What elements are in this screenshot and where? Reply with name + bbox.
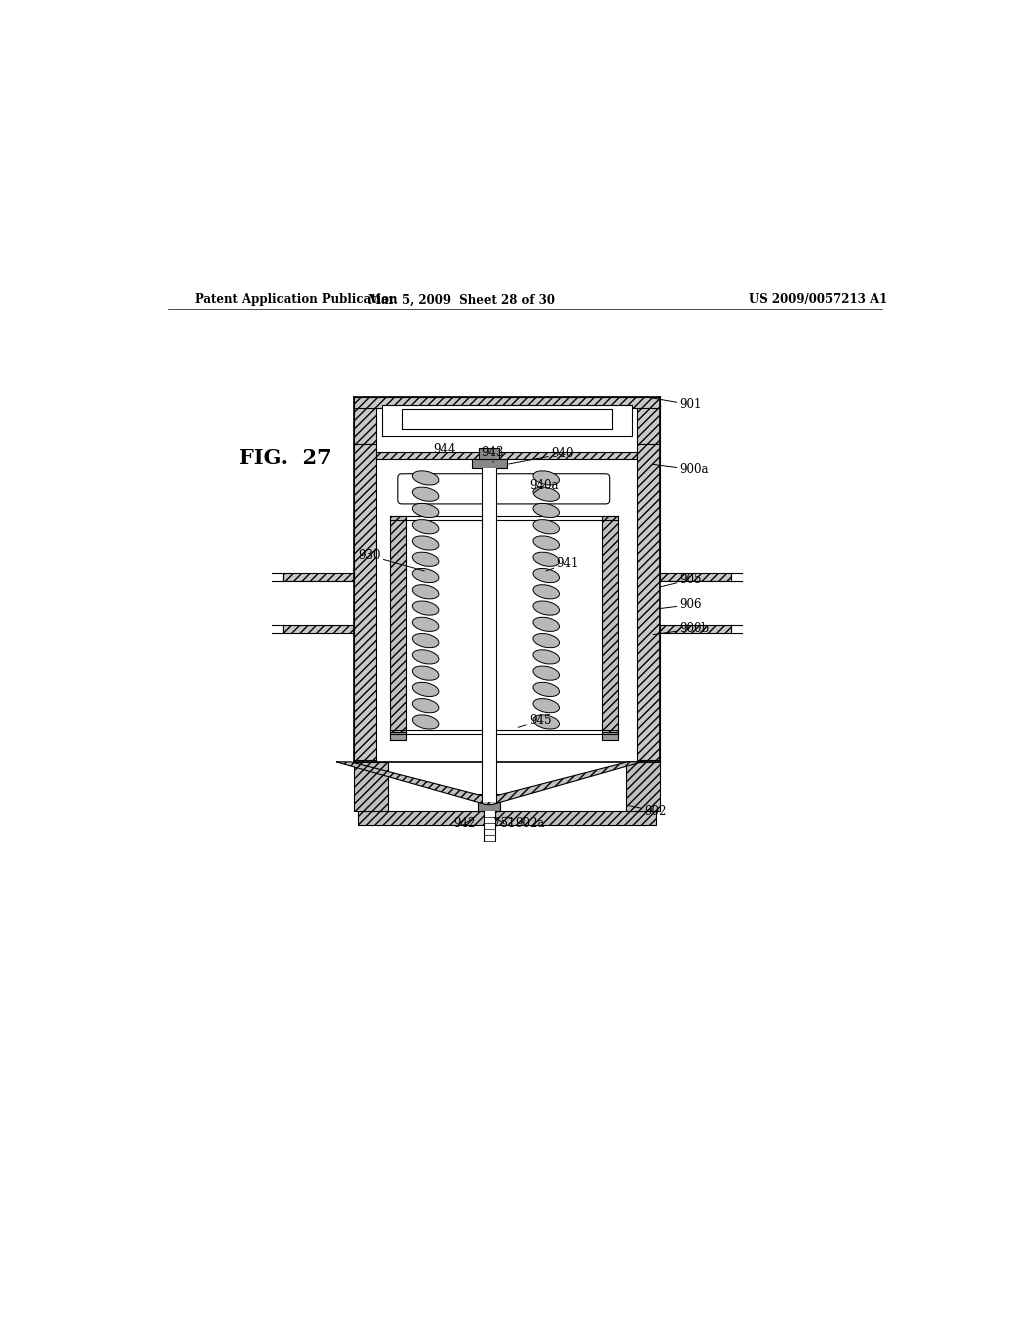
Polygon shape [638,397,659,445]
Ellipse shape [532,520,559,533]
Ellipse shape [532,618,559,631]
Ellipse shape [413,649,439,664]
Polygon shape [659,626,731,634]
Polygon shape [283,581,354,626]
Polygon shape [479,449,500,458]
Ellipse shape [413,698,439,713]
Polygon shape [382,405,632,437]
Ellipse shape [413,618,439,631]
Text: 942: 942 [454,817,476,830]
Ellipse shape [532,634,559,648]
Ellipse shape [413,601,439,615]
Text: 930: 930 [358,549,424,572]
Polygon shape [627,762,659,810]
Polygon shape [482,469,497,801]
Ellipse shape [532,649,559,664]
Text: 902: 902 [630,804,667,817]
Polygon shape [483,810,495,841]
Polygon shape [283,626,354,634]
Ellipse shape [413,585,439,599]
Text: 906: 906 [660,598,702,611]
Polygon shape [472,458,507,469]
Text: 945: 945 [518,714,551,727]
Text: US 2009/0057213 A1: US 2009/0057213 A1 [750,293,888,306]
Ellipse shape [532,667,559,680]
Text: 943: 943 [481,446,504,462]
Ellipse shape [532,569,559,582]
Polygon shape [354,397,377,445]
Ellipse shape [532,552,559,566]
Ellipse shape [532,682,559,697]
Text: Patent Application Publication: Patent Application Publication [196,293,398,306]
Ellipse shape [532,471,559,484]
Ellipse shape [532,715,559,729]
Ellipse shape [413,471,439,484]
Text: 941: 941 [546,557,579,572]
Ellipse shape [413,667,439,680]
Ellipse shape [413,569,439,582]
Polygon shape [354,762,387,810]
Text: 905: 905 [660,573,702,587]
Ellipse shape [532,601,559,615]
Ellipse shape [532,536,559,550]
Ellipse shape [413,536,439,550]
Text: 940a: 940a [528,479,558,492]
Polygon shape [478,793,500,810]
Text: 940: 940 [509,447,573,463]
Text: 902a: 902a [506,817,545,830]
Ellipse shape [413,682,439,697]
Polygon shape [283,573,354,581]
Polygon shape [354,760,377,762]
Text: 900b: 900b [653,622,710,635]
FancyBboxPatch shape [397,474,609,504]
Ellipse shape [413,487,439,502]
Text: 901: 901 [647,397,701,412]
Ellipse shape [532,487,559,502]
Text: FIG.  27: FIG. 27 [240,449,332,469]
Text: 944: 944 [433,444,460,458]
Polygon shape [390,516,406,734]
Polygon shape [659,581,731,626]
Polygon shape [354,445,377,762]
Polygon shape [336,762,642,805]
Polygon shape [377,453,638,458]
Polygon shape [602,733,617,741]
Polygon shape [358,810,655,825]
Text: Mar. 5, 2009  Sheet 28 of 30: Mar. 5, 2009 Sheet 28 of 30 [368,293,555,306]
Ellipse shape [532,503,559,517]
Text: 900a: 900a [653,463,709,477]
Ellipse shape [532,698,559,713]
Polygon shape [354,397,659,408]
Ellipse shape [413,520,439,533]
Polygon shape [638,445,659,762]
Ellipse shape [413,634,439,648]
Polygon shape [602,516,617,734]
Ellipse shape [413,715,439,729]
Ellipse shape [532,585,559,599]
Text: 751: 751 [494,817,515,830]
Polygon shape [390,733,406,741]
Ellipse shape [413,503,439,517]
Polygon shape [659,573,731,581]
Ellipse shape [413,552,439,566]
Polygon shape [401,409,612,429]
Polygon shape [638,760,659,762]
